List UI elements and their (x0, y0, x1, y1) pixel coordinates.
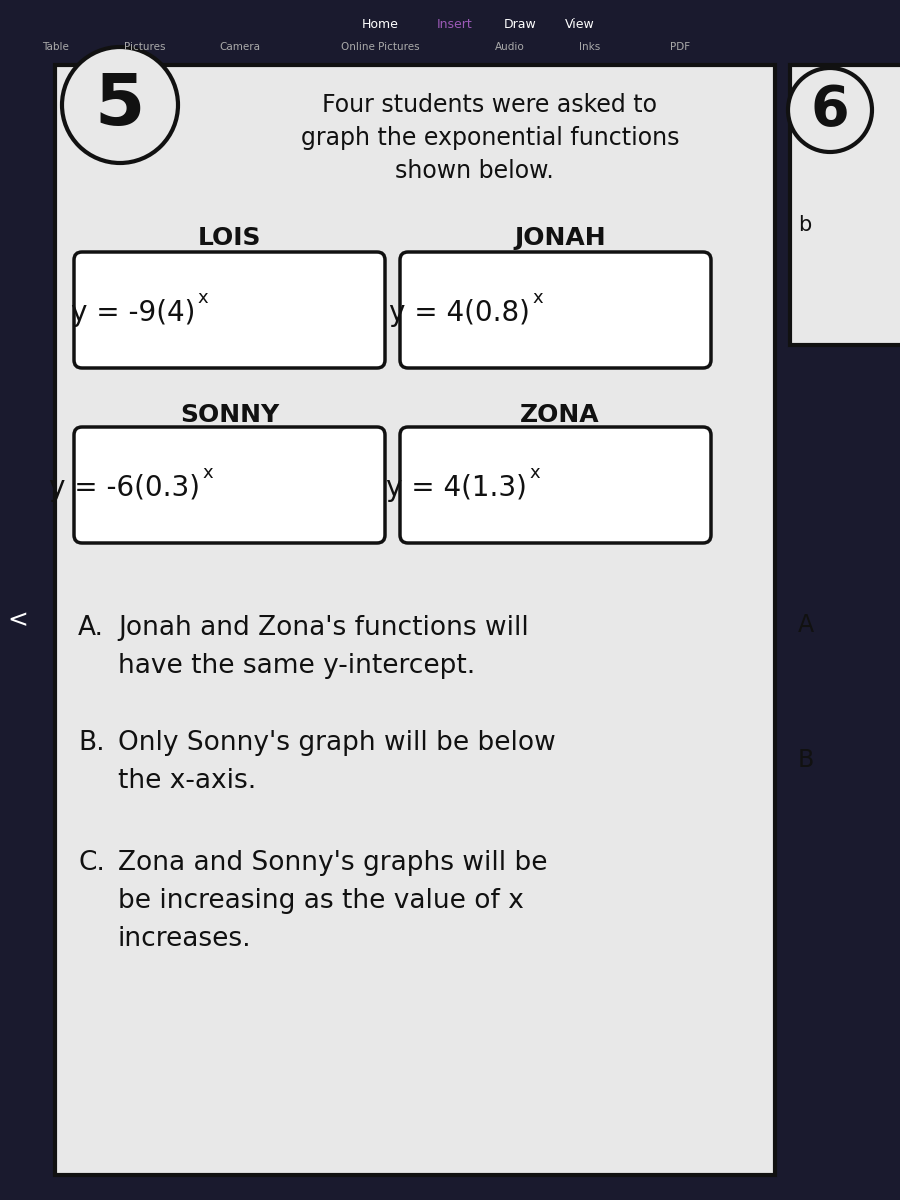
Text: B: B (798, 748, 814, 772)
Text: Audio: Audio (495, 42, 525, 52)
Text: y = -6(0.3): y = -6(0.3) (49, 474, 200, 502)
Text: Jonah and Zona's functions will: Jonah and Zona's functions will (118, 614, 529, 641)
Text: y = -9(4): y = -9(4) (70, 299, 195, 326)
Text: Camera: Camera (220, 42, 260, 52)
Text: the x-axis.: the x-axis. (118, 768, 256, 794)
Text: 6: 6 (811, 83, 850, 137)
Text: y = 4(1.3): y = 4(1.3) (386, 474, 527, 502)
Text: Table: Table (41, 42, 68, 52)
Text: ZONA: ZONA (520, 403, 599, 427)
Text: graph the exponential functions: graph the exponential functions (301, 126, 680, 150)
Text: Inks: Inks (580, 42, 600, 52)
FancyBboxPatch shape (74, 252, 385, 368)
Text: Online Pictures: Online Pictures (341, 42, 419, 52)
Text: shown below.: shown below. (395, 158, 554, 182)
Text: A: A (798, 613, 814, 637)
Circle shape (788, 68, 872, 152)
Text: x: x (532, 289, 543, 307)
FancyBboxPatch shape (790, 65, 900, 346)
Text: SONNY: SONNY (180, 403, 280, 427)
Text: Insert: Insert (437, 18, 472, 31)
Text: have the same y-intercept.: have the same y-intercept. (118, 653, 475, 679)
Text: y = 4(0.8): y = 4(0.8) (389, 299, 530, 326)
Text: B.: B. (78, 730, 104, 756)
Text: x: x (197, 289, 208, 307)
FancyBboxPatch shape (400, 252, 711, 368)
FancyBboxPatch shape (55, 65, 775, 1175)
Text: Home: Home (362, 18, 399, 31)
Text: 5: 5 (94, 71, 145, 139)
Text: PDF: PDF (670, 42, 690, 52)
Circle shape (62, 47, 178, 163)
Text: <: < (7, 608, 29, 632)
Bar (0, 0, 900, 80)
FancyBboxPatch shape (400, 427, 711, 542)
Text: Pictures: Pictures (124, 42, 166, 52)
Text: View: View (565, 18, 595, 31)
FancyBboxPatch shape (74, 427, 385, 542)
Text: JONAH: JONAH (514, 226, 606, 250)
Text: x: x (202, 464, 212, 482)
Text: x: x (529, 464, 540, 482)
Text: C.: C. (78, 850, 105, 876)
Text: A.: A. (78, 614, 104, 641)
Text: Zona and Sonny's graphs will be: Zona and Sonny's graphs will be (118, 850, 547, 876)
Text: LOIS: LOIS (198, 226, 262, 250)
Text: be increasing as the value of x: be increasing as the value of x (118, 888, 524, 914)
Text: increases.: increases. (118, 926, 252, 952)
Text: Only Sonny's graph will be below: Only Sonny's graph will be below (118, 730, 556, 756)
Text: Four students were asked to: Four students were asked to (322, 92, 658, 116)
Text: b: b (798, 215, 811, 235)
Text: Draw: Draw (504, 18, 536, 31)
